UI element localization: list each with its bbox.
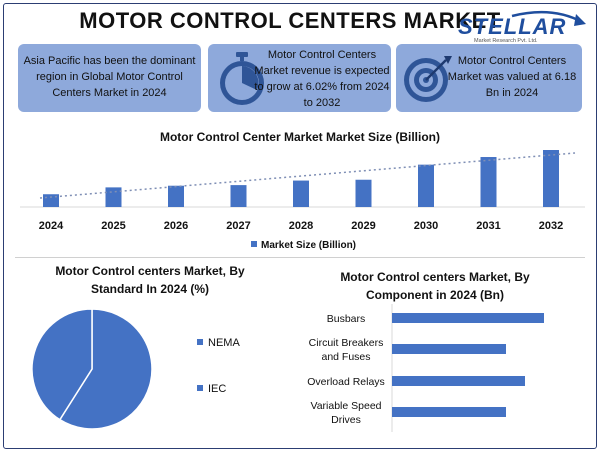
x-tick-label: 2025	[101, 220, 125, 232]
info-card-growth: Motor Control Centers Market revenue is …	[208, 44, 391, 112]
x-tick-label: 2031	[476, 220, 500, 232]
pie-slice	[31, 308, 93, 421]
legend-label: IEC	[208, 383, 226, 395]
divider	[15, 257, 585, 258]
bar	[168, 185, 184, 207]
x-tick-label: 2026	[164, 220, 188, 232]
legend-swatch	[251, 241, 257, 247]
x-tick-label: 2027	[226, 220, 250, 232]
bar	[293, 180, 309, 207]
target-icon	[404, 56, 452, 102]
market-size-chart: 2024 2025 2026 2027 2028 2029 2030 2031 2032 Mark…	[20, 150, 585, 251]
bar	[43, 194, 59, 207]
page-title: MOTOR CONTROL CENTERS MARKET	[79, 8, 501, 33]
bar	[392, 313, 544, 323]
stopwatch-icon	[220, 52, 264, 105]
y-tick-label: Variable Speed Drives	[310, 400, 381, 426]
chart-title: Motor Control centers Market, By Compone…	[340, 270, 530, 302]
legend-swatch	[197, 385, 203, 391]
y-tick-label: Circuit Breakers and Fuses	[309, 337, 384, 363]
bar	[392, 344, 506, 354]
y-tick-label: Overload Relays	[307, 376, 385, 388]
page-frame	[3, 3, 597, 449]
standard-pie-chart: NEMA IEC	[31, 308, 240, 430]
bar	[392, 376, 525, 386]
x-tick-label: 2028	[289, 220, 313, 232]
logo-wordmark: STELLAR	[458, 14, 567, 39]
info-card-region: Asia Pacific has been the dominant regio…	[18, 44, 201, 112]
info-card-text: Motor Control Centers Market revenue is …	[254, 49, 390, 109]
company-logo: STELLAR Market Research Pvt. Ltd.	[452, 10, 592, 50]
x-tick-label: 2029	[351, 220, 375, 232]
bar	[392, 407, 506, 417]
legend-label: Market Size (Billion)	[261, 240, 356, 251]
legend-swatch	[197, 339, 203, 345]
bar	[480, 157, 497, 207]
bar	[543, 150, 559, 207]
pie-slice	[58, 308, 153, 430]
chart-title: Motor Control centers Market, By Standar…	[55, 264, 245, 296]
logo-tagline: Market Research Pvt. Ltd.	[474, 38, 538, 44]
bar	[418, 164, 434, 207]
chart-title: Motor Control Center Market Market Size …	[159, 130, 441, 144]
x-tick-label: 2024	[39, 220, 64, 232]
logo-swoosh-icon	[511, 10, 586, 26]
bar	[105, 187, 122, 207]
x-tick-label: 2030	[414, 220, 438, 232]
legend-label: NEMA	[208, 337, 240, 349]
y-tick-label: Busbars	[327, 313, 366, 325]
bar	[355, 179, 372, 207]
info-card-text: Asia Pacific has been the dominant regio…	[23, 55, 196, 99]
bar	[230, 185, 247, 207]
info-card-text: Motor Control Centers Market was valued …	[447, 55, 577, 99]
component-bar-chart: Busbars Circuit Breakers and Fuses Overload…	[307, 304, 544, 432]
x-tick-label: 2032	[539, 220, 563, 232]
info-card-value: Motor Control Centers Market was valued …	[396, 44, 582, 112]
